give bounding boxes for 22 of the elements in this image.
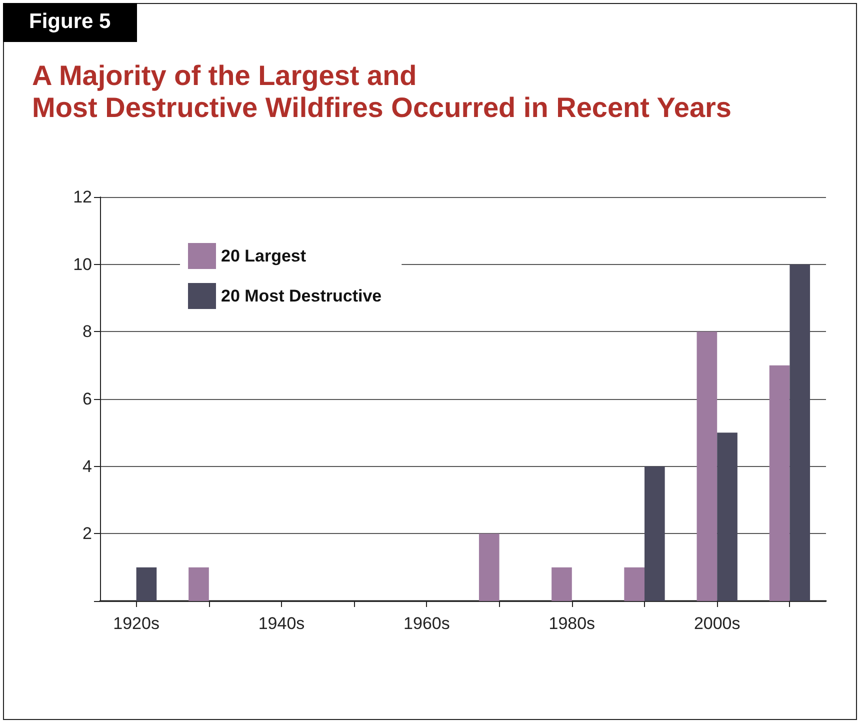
y-tick-label: 12 bbox=[73, 188, 92, 206]
bar bbox=[478, 534, 500, 601]
chart-title: A Majority of the Largest and Most Destructive Wildfires Occurred in Recent Years bbox=[32, 60, 732, 124]
legend-label: 20 Largest bbox=[221, 246, 306, 266]
bar bbox=[769, 365, 790, 601]
x-tick-label: 1960s bbox=[404, 614, 450, 633]
caption: Figure 5 bbox=[3, 3, 137, 42]
bar bbox=[624, 567, 644, 601]
bar bbox=[136, 567, 157, 601]
x-tick-label: 2000s bbox=[694, 614, 740, 633]
legend-label: 20 Most Destructive bbox=[221, 286, 382, 306]
y-tick-label: 4 bbox=[82, 456, 92, 476]
y-tick-label: 8 bbox=[82, 322, 92, 342]
bar bbox=[552, 567, 572, 601]
y-tick-label: 2 bbox=[82, 524, 92, 544]
y-tick-label: 6 bbox=[82, 390, 92, 408]
x-tick-label: 1920s bbox=[113, 614, 160, 633]
x-tick-label: 1940s bbox=[258, 614, 305, 633]
x-tick-label: 1980s bbox=[548, 614, 596, 633]
y-tick-label: 10 bbox=[73, 254, 92, 274]
bar bbox=[188, 567, 209, 601]
bar bbox=[696, 332, 718, 601]
